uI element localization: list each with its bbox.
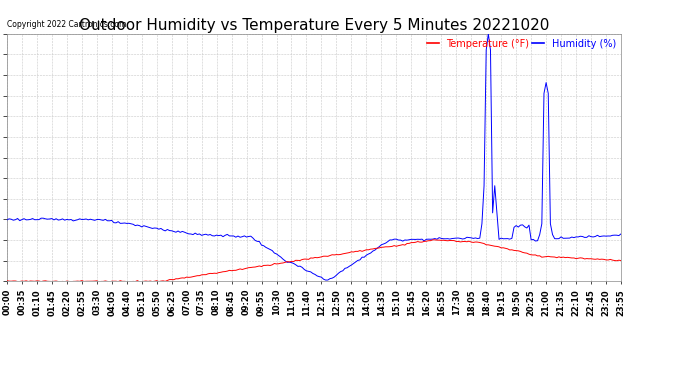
Legend: Temperature (°F), Humidity (%): Temperature (°F), Humidity (%) [427, 39, 616, 49]
Text: Copyright 2022 Cartronics.com: Copyright 2022 Cartronics.com [7, 20, 126, 29]
Title: Outdoor Humidity vs Temperature Every 5 Minutes 20221020: Outdoor Humidity vs Temperature Every 5 … [79, 18, 549, 33]
